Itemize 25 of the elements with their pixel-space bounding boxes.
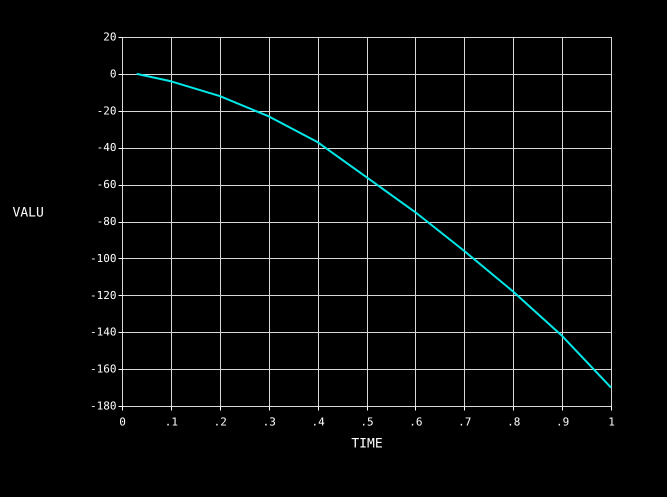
y-tick-label: -40 [96, 141, 116, 154]
x-tick-label: .7 [458, 416, 472, 428]
y-tick-label: -100 [90, 252, 116, 265]
y-tick-label: -20 [96, 104, 116, 118]
y-tick-label: -160 [90, 362, 116, 376]
y-tick-label: -80 [96, 215, 116, 228]
line-series [136, 72, 612, 389]
x-tick-label: .4 [311, 416, 326, 428]
y-tick-label: 20 [103, 30, 116, 44]
x-tick-label: .1 [164, 416, 178, 428]
x-axis-title: TIME [351, 436, 383, 452]
x-tick-label: .8 [507, 416, 520, 428]
y-tick-label: -60 [96, 178, 116, 192]
x-tick-label: .5 [360, 416, 374, 428]
y-tick-label: -140 [90, 326, 116, 339]
x-tick-label: .6 [409, 416, 423, 428]
y-tick-label: -180 [90, 400, 116, 412]
x-tick-label: .3 [262, 416, 276, 428]
x-tick-label: .2 [214, 416, 227, 428]
y-tick-label: -120 [90, 288, 116, 302]
y-tick-label: 0 [110, 67, 116, 80]
x-tick-label: .9 [556, 416, 570, 428]
x-tick-label: 1 [608, 416, 615, 428]
x-tick-label: 0 [119, 416, 126, 428]
y-axis-title: VALU [12, 206, 44, 220]
